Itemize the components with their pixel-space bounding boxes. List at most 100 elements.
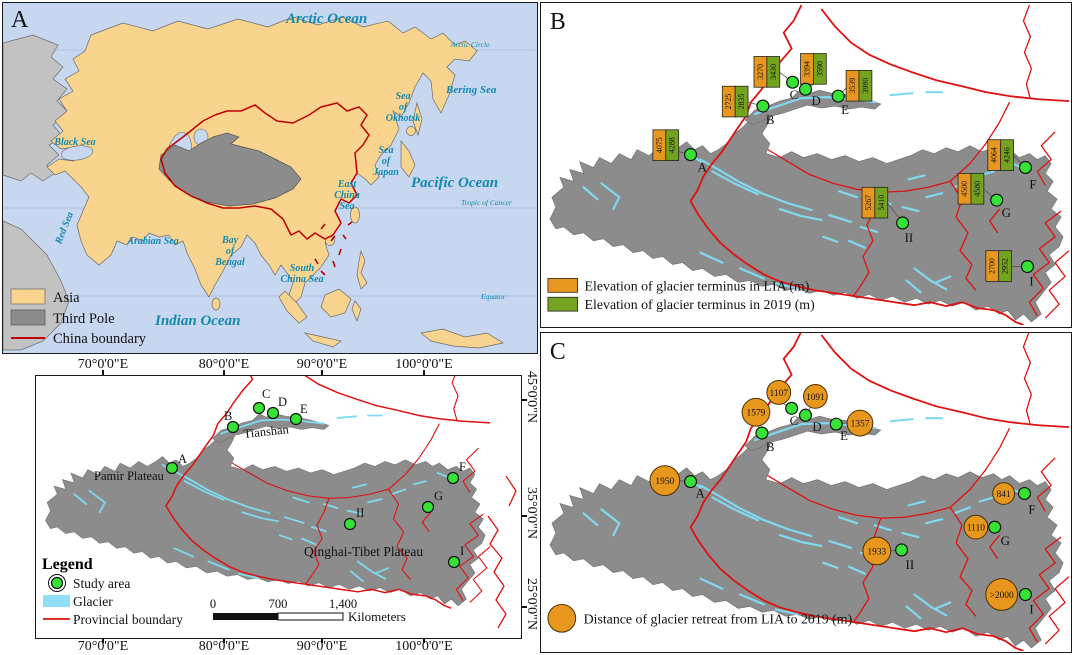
svg-text:1950: 1950	[655, 477, 674, 487]
study-area-symbol	[50, 576, 64, 590]
overview-legend: Legend Study area Glacier Provincial bou…	[42, 556, 183, 627]
svg-text:4500: 4500	[960, 181, 969, 197]
site-letters: A B C D E F G I II	[178, 387, 466, 558]
panel-b-letter: B	[550, 9, 566, 35]
svg-text:5267: 5267	[864, 195, 873, 211]
study-dots	[684, 401, 1032, 602]
svg-text:5410: 5410	[877, 195, 886, 211]
x-tick-bottom-100E: 100°0'0"E	[395, 639, 453, 654]
indian-ocean-label: Indian Ocean	[154, 313, 240, 329]
svg-text:I: I	[460, 544, 464, 558]
site-f-retreat: 841	[992, 482, 1016, 505]
svg-text:Sea: Sea	[340, 201, 355, 212]
x-tick-top-100E: 100°0'0"E	[395, 357, 453, 372]
china-boundary-legend-label: China boundary	[53, 331, 147, 347]
svg-text:of: of	[399, 102, 409, 113]
svg-text:Sea: Sea	[396, 91, 411, 102]
svg-text:B: B	[766, 440, 775, 454]
svg-text:1091: 1091	[806, 393, 825, 403]
overview-map: A B C D E F G I II Tianshan Pamir Platea…	[42, 376, 517, 629]
svg-text:of: of	[382, 156, 392, 167]
svg-text:F: F	[1028, 502, 1035, 516]
svg-text:3394: 3394	[802, 61, 811, 77]
y-tick-35N: 35°0'0"N	[524, 487, 539, 539]
svg-text:B: B	[766, 113, 775, 127]
site-e-elevation: 3539 3980	[845, 69, 873, 102]
site-g-elevation: 4500 4580	[957, 173, 985, 205]
y-tick-25N: 25°0'0"N	[524, 578, 539, 630]
svg-text:II: II	[356, 506, 364, 520]
study-area-label: Study area	[73, 576, 130, 591]
asia-swatch	[10, 288, 46, 305]
svg-text:3270: 3270	[756, 64, 765, 80]
place-labels: Tianshan Pamir Plateau Qinghai-Tibet Pla…	[94, 422, 423, 559]
elevation-labels: 4075 4288 2725 2835 3270 3430 3394 3590 3539…	[652, 53, 1014, 282]
x-tick-top-90E: 90°0'0"E	[296, 357, 348, 372]
site-b-elevation: 2725 2835	[721, 85, 749, 118]
svg-text:>2000: >2000	[990, 591, 1014, 601]
sea-of-okhotsk-label: Sea of Okhotsk	[386, 91, 420, 124]
panel-c-letter: C	[550, 339, 566, 365]
islands	[211, 101, 504, 349]
svg-text:4064: 4064	[990, 147, 999, 163]
provincial-boundary-label: Provincial boundary	[73, 612, 183, 627]
svg-text:1579: 1579	[747, 409, 766, 419]
tick-mark	[102, 370, 104, 375]
svg-text:C: C	[790, 88, 799, 102]
panel-b-legend: Elevation of glacier terminus in LIA (m)…	[547, 278, 815, 313]
x-tick-top-70E: 70°0'0"E	[77, 357, 129, 372]
site-ii-elevation: 5267 5410	[861, 186, 889, 219]
site-d-elevation: 3394 3590	[800, 53, 827, 85]
retreat-legend-label: Distance of glacier retreat from LIA to …	[584, 611, 853, 627]
red-sea-label: Red Sea	[53, 210, 76, 246]
site-g-retreat: 1110	[963, 514, 989, 540]
svg-text:Bay: Bay	[221, 235, 239, 246]
svg-text:China Sea: China Sea	[280, 274, 323, 285]
black-sea-label: Black Sea	[53, 137, 95, 148]
svg-text:II: II	[906, 558, 915, 572]
east-china-sea-label: East China Sea	[334, 179, 360, 212]
scale-1400: 1,400	[329, 597, 357, 611]
equator-label: Equator	[480, 292, 506, 301]
panel-asia-inset: Arctic Ocean Arctic Circle Bering Sea Se…	[2, 2, 538, 354]
svg-text:4075: 4075	[655, 137, 664, 153]
svg-text:841: 841	[997, 490, 1011, 500]
sea-of-japan-label: Sea of Japan	[372, 145, 399, 178]
scale-unit: Kilometers	[348, 609, 406, 624]
site-e-retreat: 1357	[846, 409, 874, 437]
tick-mark	[223, 638, 225, 643]
svg-text:D: D	[278, 395, 287, 409]
third-pole-legend-label: Third Pole	[53, 311, 115, 327]
retreat-circles: 1950 1579 1107 1091 1357 841 1110 >2000 …	[649, 380, 1018, 611]
site-letters: A B C D E F G I II	[698, 88, 1037, 288]
tick-mark	[522, 606, 527, 608]
svg-text:2700: 2700	[988, 258, 997, 274]
svg-text:1110: 1110	[967, 524, 985, 534]
elev2019-legend-label: Elevation of glacier terminus in 2019 (m…	[585, 298, 815, 313]
site-a-retreat: 1950	[649, 465, 681, 496]
site-a-elevation: 4075 4288	[652, 129, 680, 161]
svg-text:Japan: Japan	[372, 167, 399, 178]
tick-mark	[321, 638, 323, 643]
study-dots	[165, 401, 461, 569]
svg-text:A: A	[698, 160, 708, 174]
tick-mark	[423, 638, 425, 643]
svg-text:2952: 2952	[1001, 258, 1010, 274]
pamir-plateau-label: Pamir Plateau	[94, 469, 165, 483]
tropic-of-cancer-label: Tropic of Cancer	[461, 198, 512, 207]
svg-text:3430: 3430	[769, 64, 778, 80]
panel-a-letter: A	[11, 7, 29, 33]
nine-dash-marks	[314, 221, 353, 276]
svg-text:A: A	[696, 486, 706, 500]
svg-text:of: of	[226, 246, 236, 257]
tianshan-label: Tianshan	[243, 422, 290, 441]
svg-text:4580: 4580	[973, 181, 982, 197]
svg-text:C: C	[262, 387, 270, 401]
svg-text:East: East	[337, 179, 358, 190]
site-letters: A B C D E F G I II	[696, 414, 1036, 616]
svg-text:I: I	[1029, 274, 1033, 288]
overview-map-wrapper: 70°0'0"E 80°0'0"E 90°0'0"E 100°0'0"E 70°…	[2, 355, 539, 655]
tick-mark	[522, 399, 527, 401]
svg-text:3590: 3590	[815, 61, 824, 77]
